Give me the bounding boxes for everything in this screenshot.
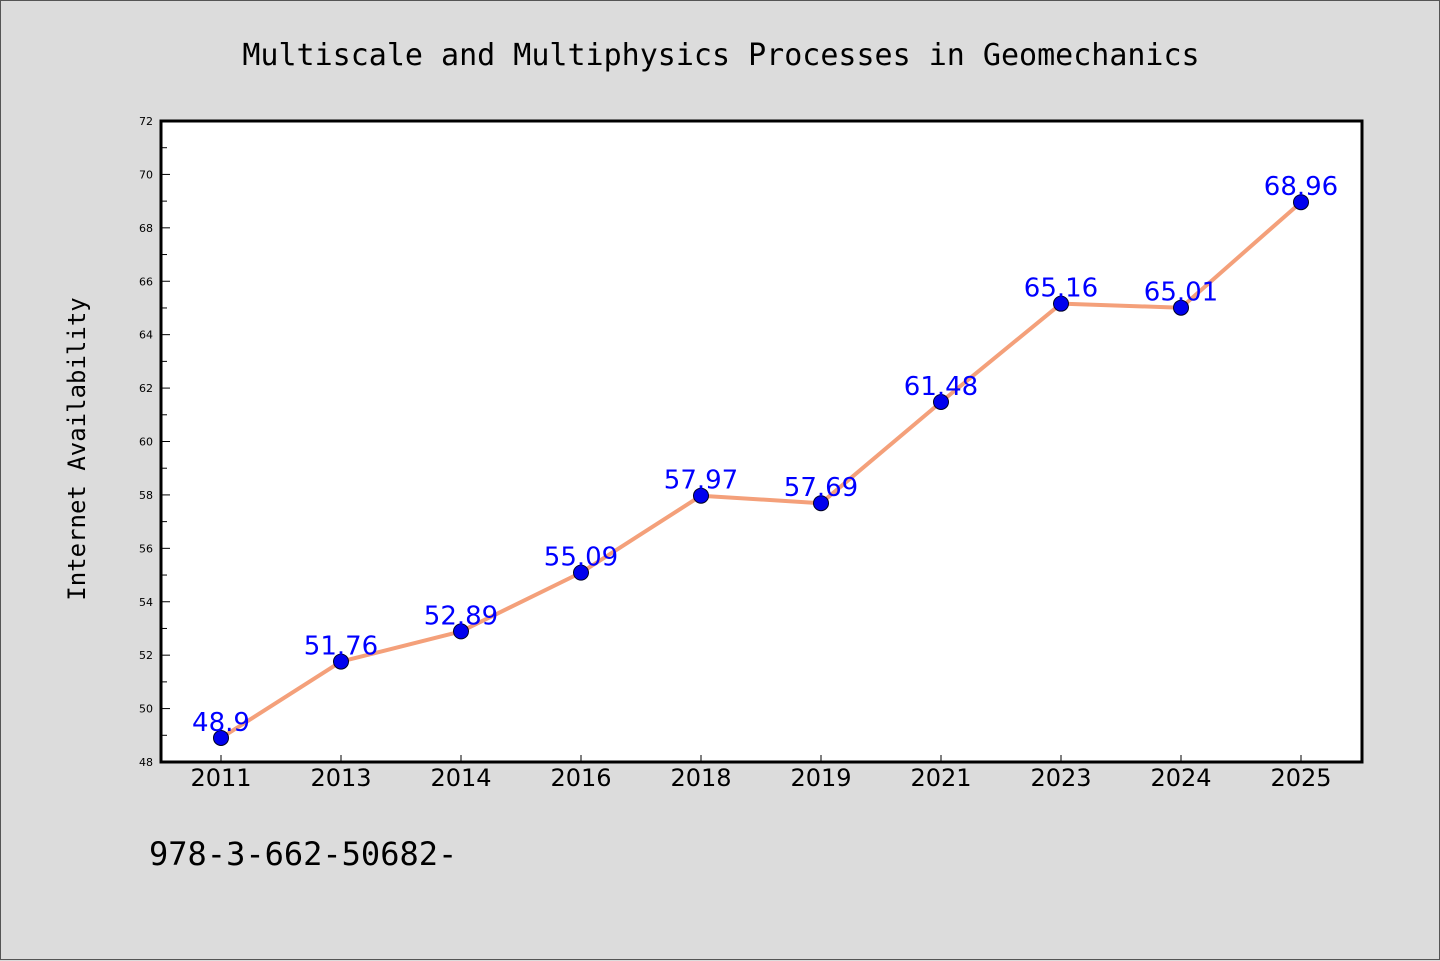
data-point [1293,194,1309,211]
y-tick-label: 50 [139,703,153,716]
data-label: 65.01 [1144,278,1218,308]
data-point [453,623,469,640]
y-tick-label: 62 [139,382,153,395]
data-point [1053,295,1069,312]
data-point [933,393,949,410]
x-tick-label: 2011 [190,764,251,792]
data-point [813,495,829,512]
data-point [1173,299,1189,316]
data-label: 52.89 [424,601,498,631]
footer-text: 978-3-662-50682- [149,835,457,873]
y-axis: 48 50 52 54 56 58 60 62 64 66 68 70 72 [139,115,170,769]
x-tick-label: 2021 [910,764,971,792]
y-tick-label: 52 [139,649,153,662]
y-tick-label: 66 [139,275,153,288]
y-axis-label: Internet Availability [63,297,91,600]
y-tick-label: 56 [139,542,153,555]
y-tick-label: 72 [139,115,153,128]
y-tick-label: 48 [139,756,153,769]
series-line [219,200,1303,740]
x-tick-label: 2019 [790,764,851,792]
x-axis: 2011 2013 2014 2016 2018 2019 2021 2023 2024 2025 [190,755,1332,792]
y-tick-label: 58 [139,489,153,502]
data-point [333,653,349,670]
data-label: 68.96 [1264,172,1338,202]
data-label: 61.48 [904,372,978,402]
data-label: 57.69 [784,473,858,503]
data-label: 65.16 [1024,274,1098,304]
x-tick-label: 2018 [670,764,731,792]
x-tick-label: 2023 [1030,764,1091,792]
data-labels: 48.9 51.76 52.89 55.09 57.97 57.69 61.48 65.16 6… [192,172,1338,738]
y-tick-label: 64 [139,329,153,342]
y-tick-label: 68 [139,222,153,235]
y-tick-label: 60 [139,436,153,449]
data-point [213,729,229,746]
data-point [573,564,589,581]
y-tick-label: 54 [139,596,153,609]
series-line-group [213,194,1309,746]
x-tick-label: 2016 [550,764,611,792]
data-label: 48.9 [192,708,250,738]
y-tick-label: 70 [139,168,153,181]
chart-title: Multiscale and Multiphysics Processes in… [242,38,1199,73]
x-tick-label: 2024 [1150,764,1211,792]
data-label: 51.76 [304,632,378,662]
x-tick-label: 2013 [310,764,371,792]
data-label: 55.09 [544,543,618,573]
data-point [693,487,709,504]
data-label: 57.97 [664,466,738,496]
x-tick-label: 2025 [1270,764,1331,792]
x-tick-label: 2014 [430,764,491,792]
